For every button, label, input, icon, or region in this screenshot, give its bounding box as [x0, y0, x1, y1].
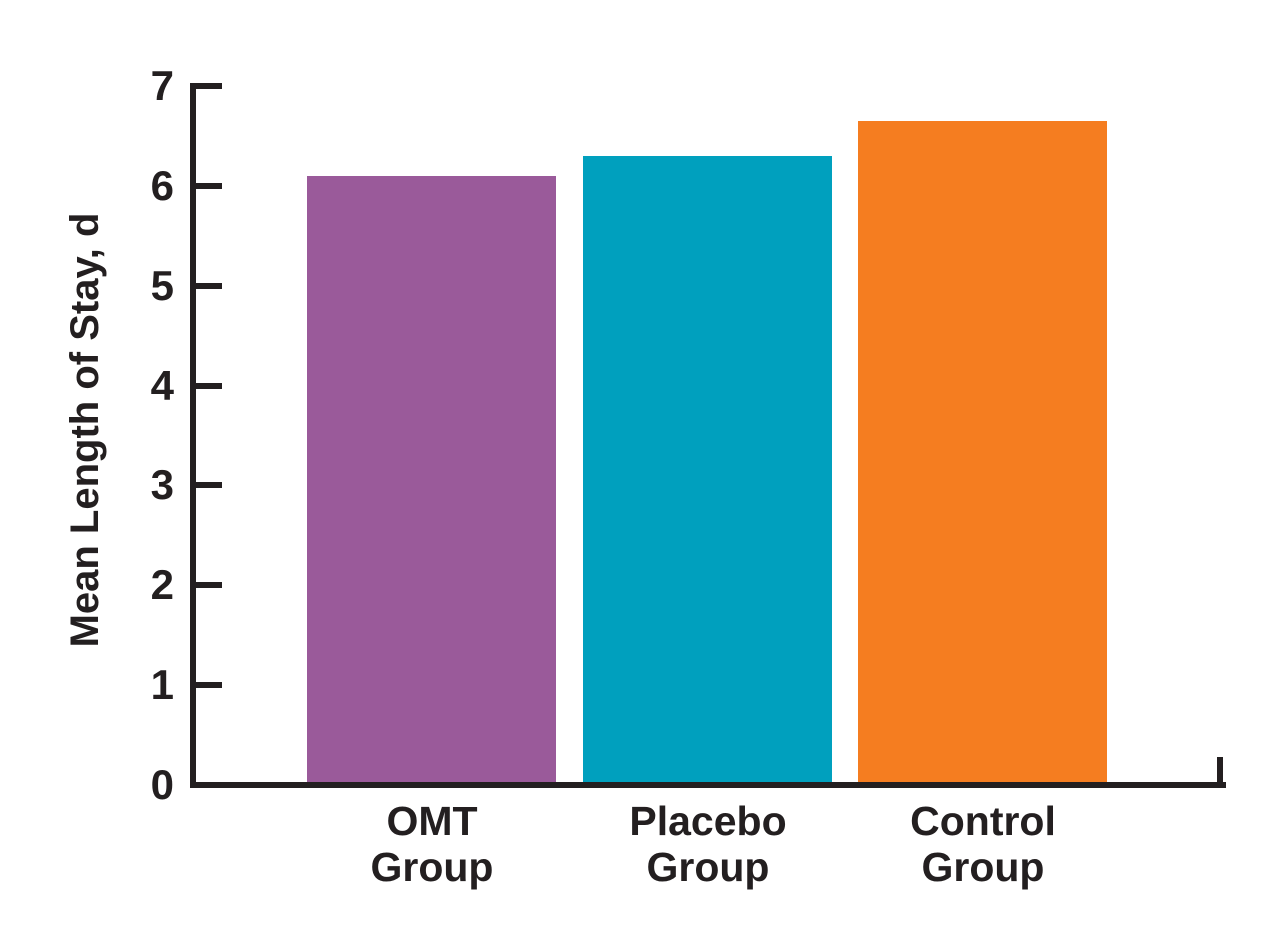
- y-tick-3: [196, 482, 222, 488]
- x-label-line: Group: [921, 844, 1045, 890]
- x-label-line: Group: [646, 844, 770, 890]
- x-axis-line: [190, 782, 1226, 788]
- x-label-line: Placebo: [629, 798, 787, 844]
- y-tick-label-3: 3: [150, 461, 174, 508]
- x-label-control-group: Control Group: [823, 798, 1143, 890]
- x-label-omt-group: OMT Group: [272, 798, 592, 890]
- x-label-line: OMT: [386, 798, 478, 844]
- y-tick-label-4: 4: [150, 362, 174, 409]
- y-tick-4: [196, 383, 222, 389]
- x-label-line: Control: [910, 798, 1056, 844]
- y-tick-label-0: 0: [150, 761, 174, 808]
- bar-placebo-group: [583, 156, 832, 786]
- y-axis-line: [190, 83, 196, 788]
- x-label-line: Group: [370, 844, 494, 890]
- y-tick-label-5: 5: [150, 262, 174, 309]
- bar-control-group: [858, 121, 1107, 786]
- x-label-placebo-group: Placebo Group: [548, 798, 868, 890]
- y-tick-label-2: 2: [150, 561, 174, 608]
- y-tick-label-6: 6: [150, 162, 174, 209]
- bar-omt-group: [307, 176, 556, 786]
- y-tick-5: [196, 283, 222, 289]
- y-tick-label-1: 1: [150, 661, 174, 708]
- y-tick-2: [196, 582, 222, 588]
- y-tick-7: [196, 83, 222, 89]
- x-axis-end-tick: [1217, 757, 1223, 788]
- y-tick-1: [196, 682, 222, 688]
- y-tick-6: [196, 183, 222, 189]
- y-tick-label-7: 7: [150, 62, 174, 109]
